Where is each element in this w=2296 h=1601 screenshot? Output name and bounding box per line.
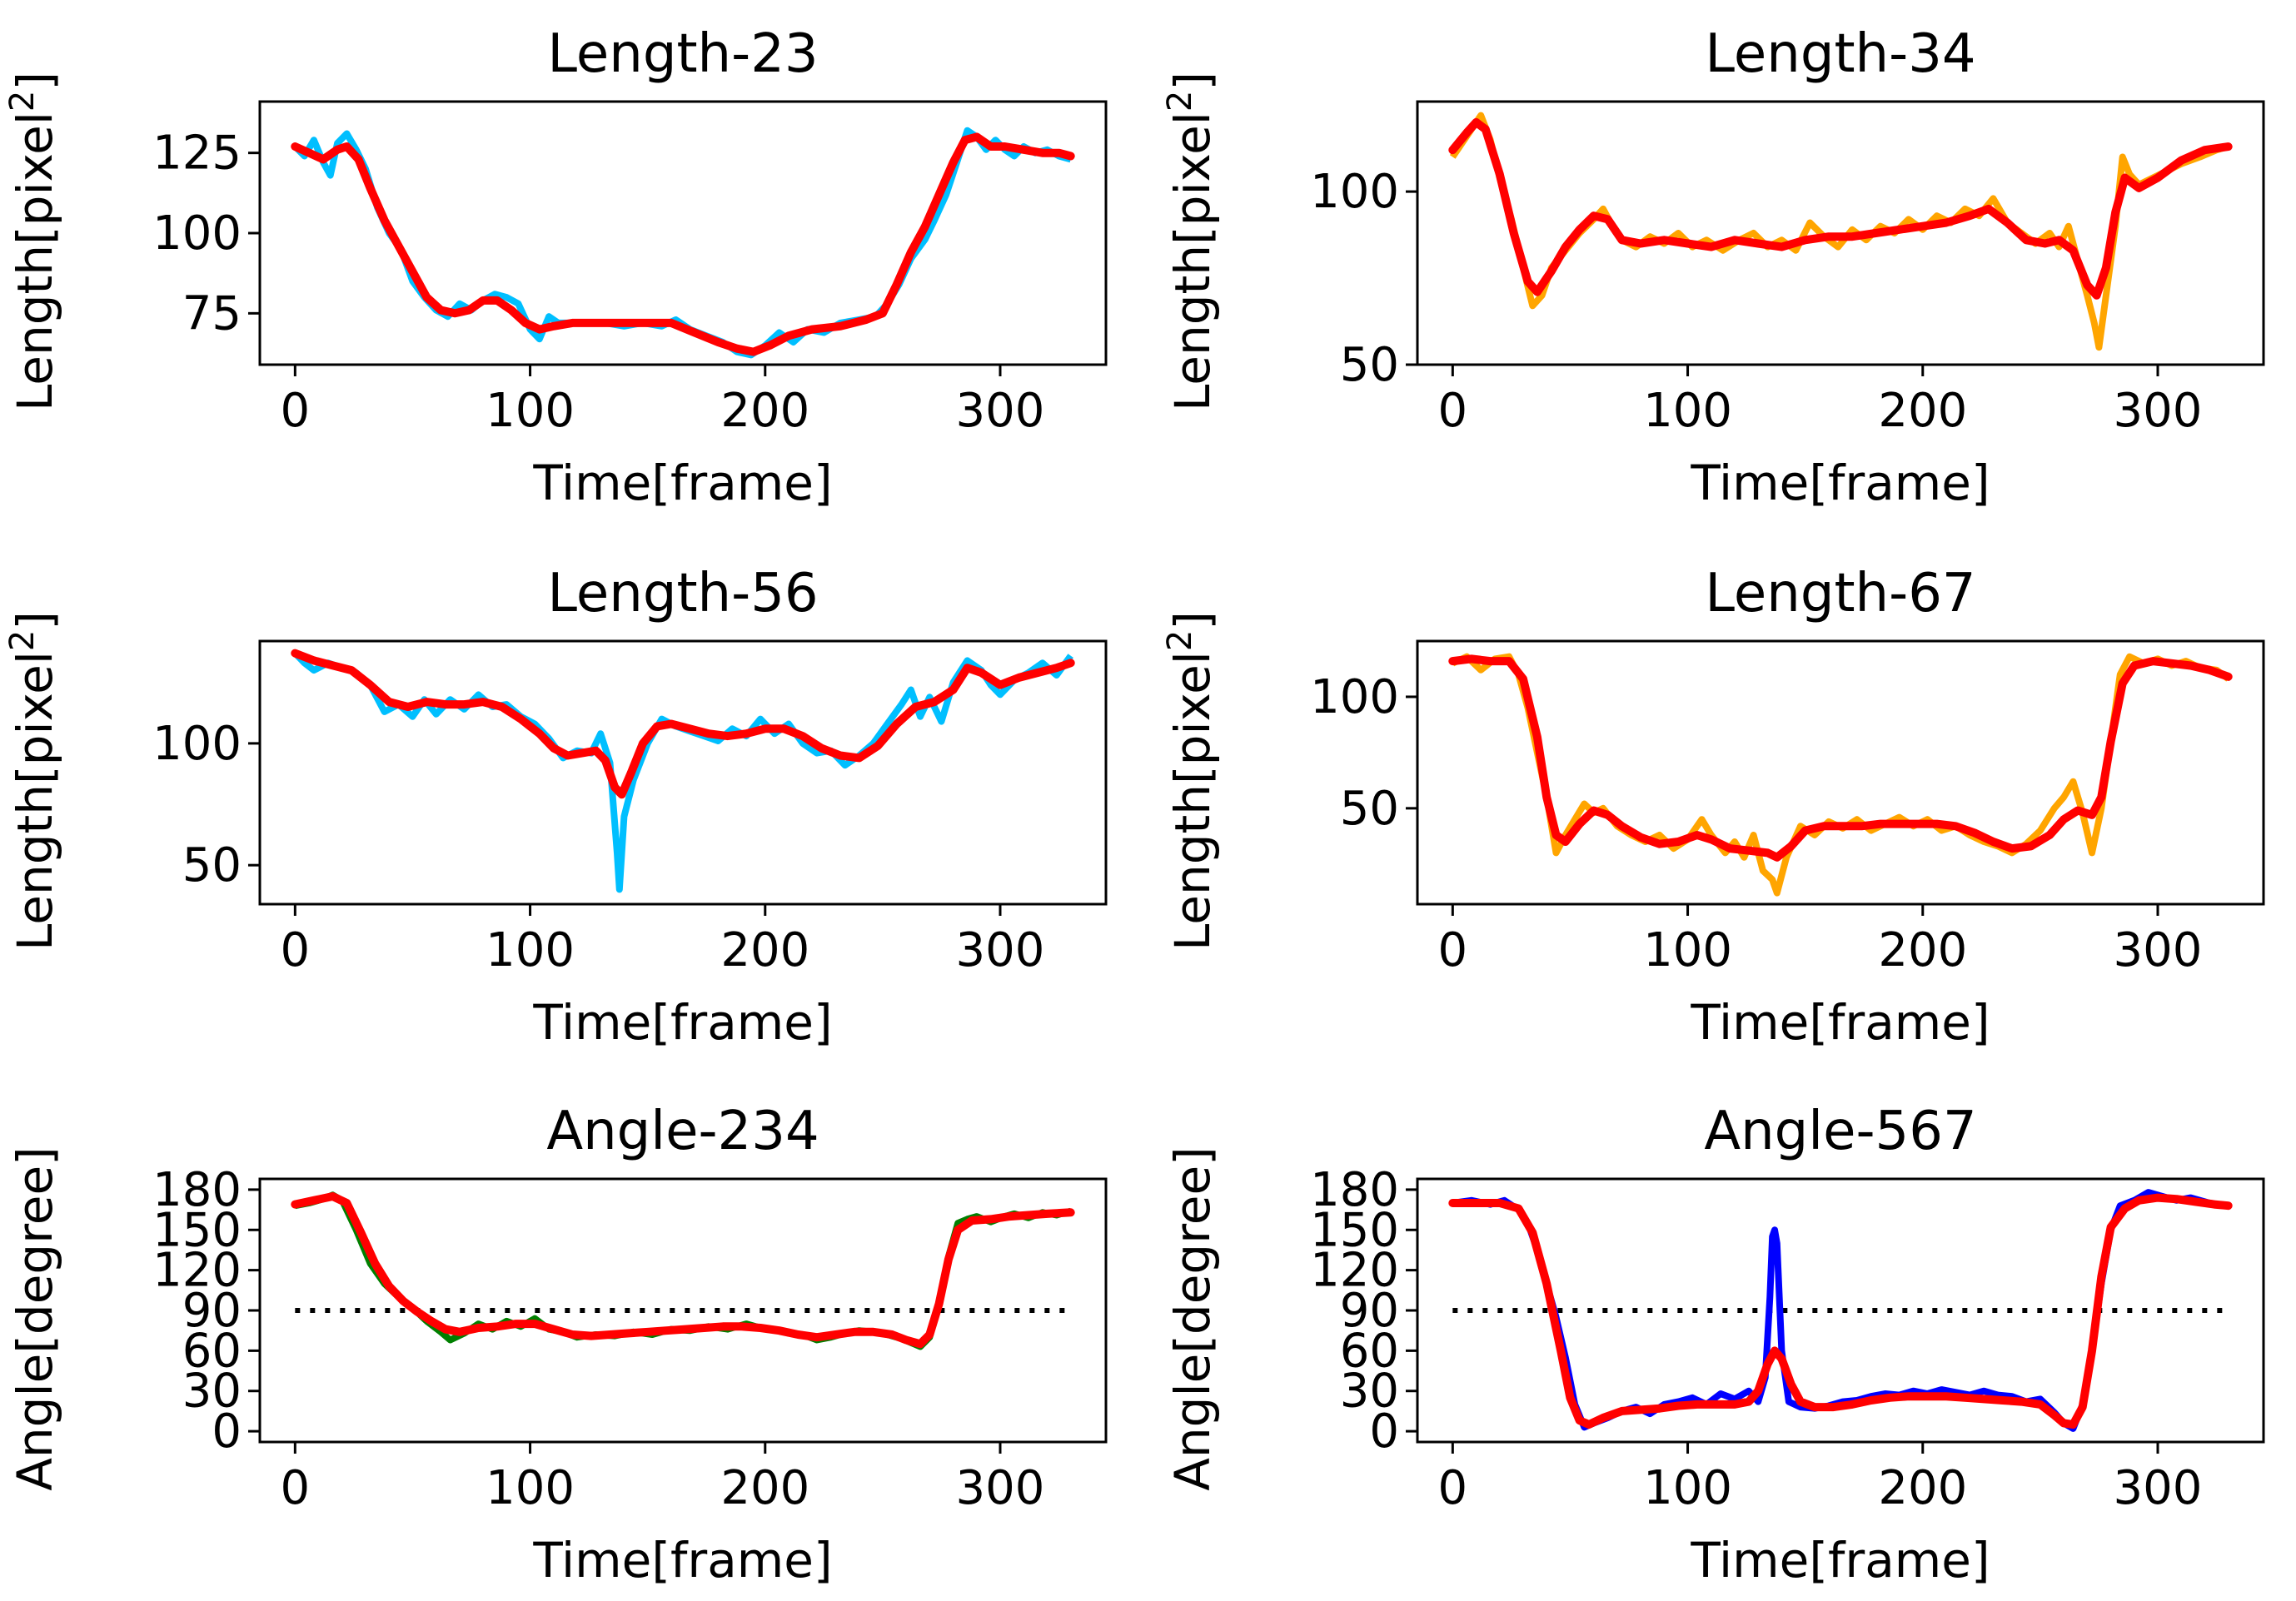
y-tick-label: 0: [212, 1405, 242, 1459]
axes-frame: [1416, 639, 2265, 906]
x-axis-label: Time[frame]: [1690, 455, 1990, 511]
y-tick-label: 60: [182, 1324, 242, 1378]
y-tick-label: 90: [182, 1284, 242, 1338]
chart-title: Length-67: [1705, 563, 1975, 624]
x-tick-label: 200: [720, 1461, 809, 1515]
x-tick-label: 100: [486, 1461, 575, 1515]
x-tick-label: 100: [1643, 1461, 1732, 1515]
smoothed-series-line: [1448, 654, 2233, 862]
y-tick-label: 100: [152, 206, 242, 261]
smoothed-series-line: [1448, 1193, 2233, 1429]
y-tick-label: 150: [1310, 1203, 1399, 1257]
x-axis-label: Time[frame]: [532, 455, 832, 511]
y-tick-label: 180: [152, 1163, 242, 1217]
y-tick-label: 120: [1310, 1244, 1399, 1298]
y-tick-label: 60: [1340, 1324, 1399, 1378]
y-tick-label: 50: [1340, 782, 1399, 836]
subplot-2: Length-34 0 100 200 300 50 100 Time[frame] Lengt…: [1161, 23, 2265, 511]
chart-title: Angle-234: [546, 1101, 819, 1162]
smoothed-series-line: [291, 649, 1075, 799]
x-tick-label: 100: [486, 923, 575, 977]
y-axis-label: Length[pixel2]: [3, 611, 63, 951]
x-tick-label: 300: [2114, 923, 2203, 977]
y-axis-label-close: ]: [1164, 72, 1221, 91]
x-tick-label: 200: [1878, 384, 1967, 438]
subplot-1: Length-23 0 100 200 300 75 100 125 Time[frame] Le…: [3, 23, 1108, 511]
y-axis-label: Length[pixel2]: [3, 72, 63, 411]
y-tick-label: 125: [152, 127, 242, 181]
y-axis-label-text: Angle[degree]: [1164, 1146, 1221, 1491]
chart-title: Length-34: [1705, 23, 1975, 85]
chart-title: Length-56: [547, 563, 818, 624]
y-tick-label: 50: [1340, 338, 1399, 392]
y-tick-label: 75: [182, 286, 242, 341]
y-axis-label-text: Angle[degree]: [7, 1146, 63, 1491]
y-axis-label: Angle[degree]: [7, 1146, 63, 1491]
x-tick-label: 300: [956, 923, 1045, 977]
y-axis-label-close: ]: [7, 611, 63, 630]
y-tick-label: 30: [182, 1365, 242, 1419]
y-tick-label: 30: [1340, 1365, 1399, 1419]
subplot-4: Length-67 0 100 200 300 50 100 Time[frame] Lengt…: [1161, 563, 2265, 1051]
raw-series-line: [294, 1191, 1072, 1350]
x-tick-label: 200: [1878, 923, 1967, 977]
x-axis-label: Time[frame]: [1690, 1532, 1990, 1589]
y-tick-label: 50: [182, 838, 242, 892]
y-tick-label: 180: [1310, 1163, 1399, 1217]
x-tick-label: 0: [281, 384, 311, 438]
y-axis-label: Length[pixel2]: [1161, 72, 1221, 411]
x-tick-label: 100: [1643, 384, 1732, 438]
x-tick-label: 0: [281, 923, 311, 977]
x-tick-label: 0: [1438, 923, 1468, 977]
smoothed-series-line: [291, 1192, 1075, 1349]
x-axis-label: Time[frame]: [532, 1532, 832, 1589]
y-axis-label: Angle[degree]: [1164, 1146, 1221, 1491]
y-tick-label: 100: [152, 717, 242, 771]
y-axis-label-text: Length[pixel: [7, 112, 63, 411]
x-axis-label: Time[frame]: [532, 994, 832, 1051]
x-tick-label: 300: [956, 1461, 1045, 1515]
y-axis-label-text: Length[pixel: [1164, 651, 1221, 951]
x-tick-label: 200: [720, 923, 809, 977]
axes-frame: [1416, 100, 2265, 366]
y-tick-label: 150: [152, 1203, 242, 1257]
x-tick-label: 0: [281, 1461, 311, 1515]
y-axis-label-text: Length[pixel: [7, 651, 63, 951]
x-tick-label: 300: [2114, 1461, 2203, 1515]
y-axis-label: Length[pixel2]: [1161, 611, 1221, 951]
y-axis-label-close: ]: [7, 72, 63, 91]
y-axis-label-superscript: 2: [3, 630, 42, 651]
x-tick-label: 0: [1438, 384, 1468, 438]
chart-title: Angle-567: [1704, 1101, 1976, 1162]
chart-title: Length-23: [547, 23, 818, 85]
y-axis-label-superscript: 2: [1161, 91, 1199, 112]
x-tick-label: 100: [486, 384, 575, 438]
x-tick-label: 200: [1878, 1461, 1967, 1515]
y-tick-label: 90: [1340, 1284, 1399, 1338]
smoothed-series-line: [1448, 117, 2233, 300]
subplot-3: Length-56 0 100 200 300 50 100 Time[frame] Lengt…: [3, 563, 1108, 1051]
axes-frame: [258, 639, 1108, 906]
y-axis-label-text: Length[pixel: [1164, 112, 1221, 411]
x-tick-label: 300: [956, 384, 1045, 438]
x-tick-label: 200: [720, 384, 809, 438]
x-tick-label: 300: [2114, 384, 2203, 438]
y-axis-label-superscript: 2: [1161, 630, 1199, 651]
y-axis-label-close: ]: [1164, 611, 1221, 630]
x-tick-label: 100: [1643, 923, 1732, 977]
raw-series-line: [1451, 653, 2231, 897]
y-tick-label: 100: [1310, 670, 1399, 724]
y-tick-label: 0: [1369, 1405, 1399, 1459]
y-tick-label: 120: [152, 1244, 242, 1298]
smoothed-series-line: [291, 132, 1075, 356]
x-axis-label: Time[frame]: [1690, 994, 1990, 1051]
y-tick-label: 100: [1310, 165, 1399, 219]
x-tick-label: 0: [1438, 1461, 1468, 1515]
y-axis-label-superscript: 2: [3, 91, 42, 112]
